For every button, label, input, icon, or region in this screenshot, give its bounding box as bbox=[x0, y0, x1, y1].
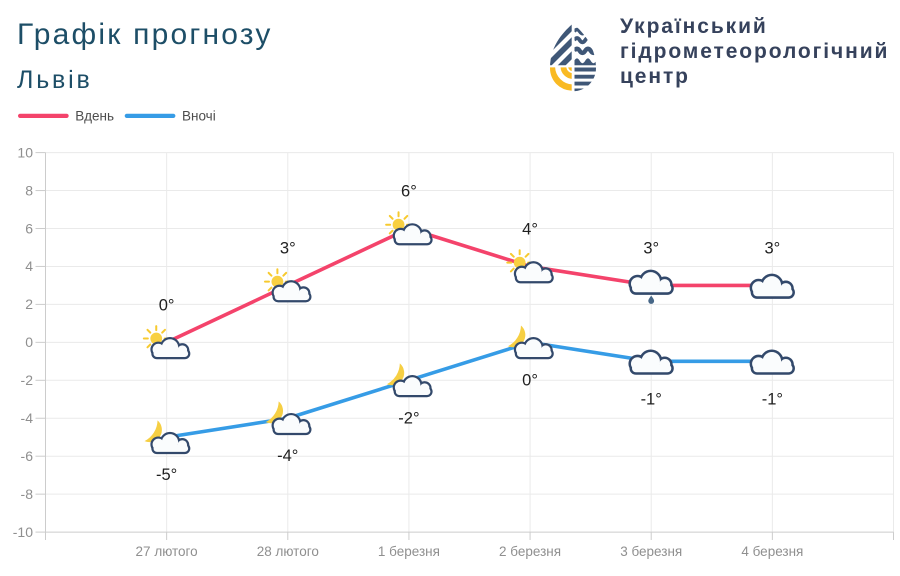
svg-text:Вдень: Вдень bbox=[75, 108, 114, 123]
svg-text:-1°: -1° bbox=[641, 390, 662, 408]
svg-text:-6: -6 bbox=[21, 448, 34, 464]
svg-text:-8: -8 bbox=[21, 486, 34, 502]
svg-text:6°: 6° bbox=[401, 183, 417, 201]
svg-text:-4°: -4° bbox=[277, 447, 298, 465]
svg-text:-1°: -1° bbox=[762, 390, 783, 408]
svg-text:3°: 3° bbox=[280, 239, 296, 257]
svg-text:0°: 0° bbox=[522, 371, 538, 389]
svg-text:-10: -10 bbox=[13, 524, 33, 540]
svg-text:-4: -4 bbox=[21, 410, 34, 426]
svg-text:Вночі: Вночі bbox=[182, 108, 216, 123]
svg-text:6: 6 bbox=[25, 220, 33, 236]
svg-text:4: 4 bbox=[25, 258, 33, 274]
svg-text:-2°: -2° bbox=[398, 409, 419, 427]
svg-text:27 лютого: 27 лютого bbox=[136, 544, 198, 559]
svg-text:-5°: -5° bbox=[156, 466, 177, 484]
svg-text:0: 0 bbox=[25, 334, 33, 350]
svg-text:3°: 3° bbox=[764, 239, 780, 257]
svg-text:0°: 0° bbox=[159, 296, 175, 314]
svg-text:4°: 4° bbox=[522, 220, 538, 238]
svg-text:28 лютого: 28 лютого bbox=[257, 544, 319, 559]
svg-text:-2: -2 bbox=[21, 372, 34, 388]
svg-text:2: 2 bbox=[25, 296, 33, 312]
svg-text:2 березня: 2 березня bbox=[499, 544, 561, 559]
svg-text:1 березня: 1 березня bbox=[378, 544, 440, 559]
svg-text:3 березня: 3 березня bbox=[620, 544, 682, 559]
svg-text:4 березня: 4 березня bbox=[741, 544, 803, 559]
svg-text:10: 10 bbox=[17, 144, 33, 160]
svg-text:8: 8 bbox=[25, 182, 33, 198]
svg-text:3°: 3° bbox=[643, 239, 659, 257]
